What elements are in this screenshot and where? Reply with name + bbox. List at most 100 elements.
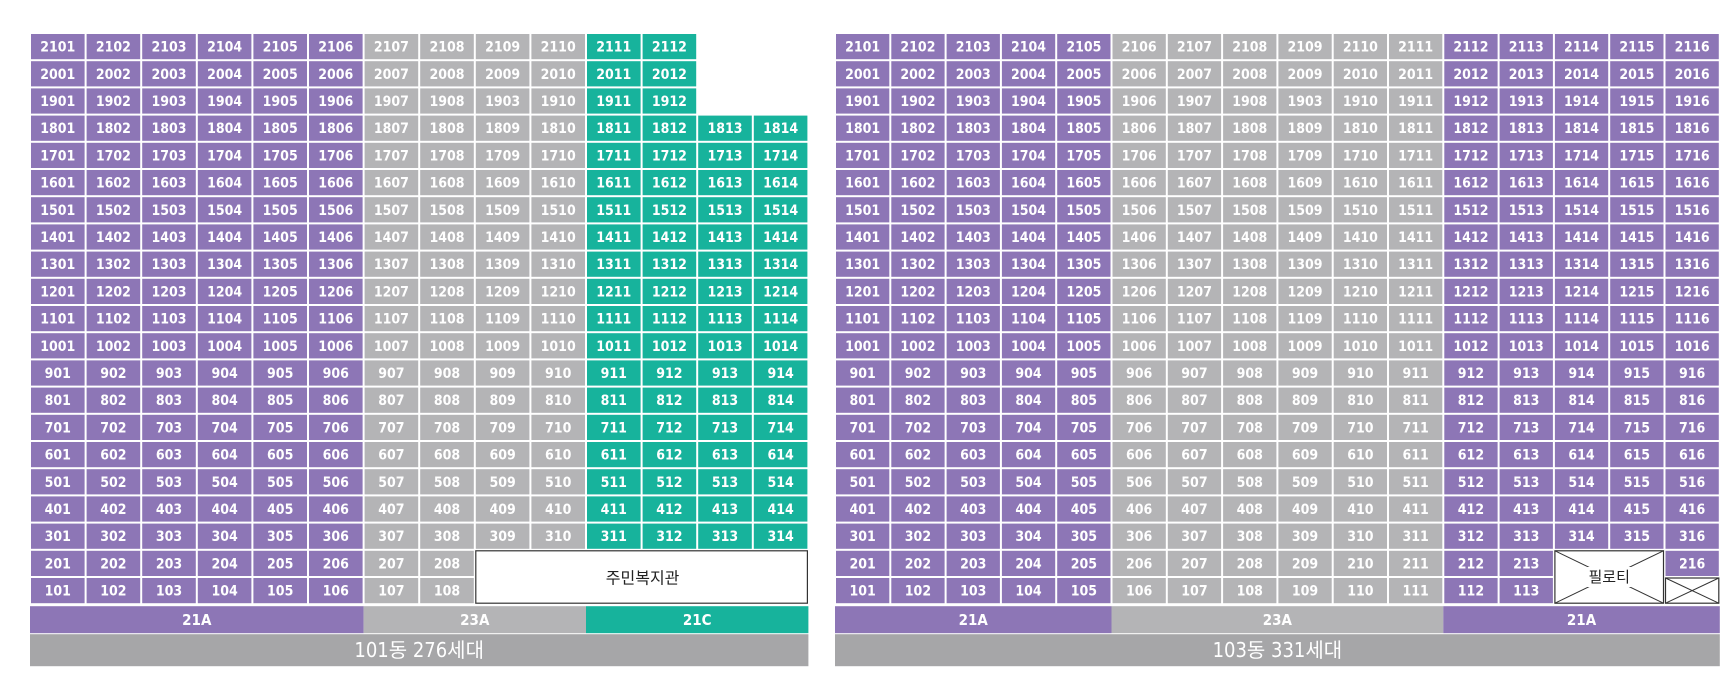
unit-cell [753,333,808,359]
unit-cell [1223,142,1277,168]
unit-label: 411 [1403,502,1429,518]
unit-label: 1603 [151,176,186,192]
unit-cell [1444,278,1498,304]
unit-label: 1710 [541,148,576,164]
unit-label: 2111 [1398,40,1433,56]
unit-cell [531,142,585,168]
unit-label: 2104 [1011,40,1046,56]
unit-cell [1001,333,1056,359]
unit-cell [1665,251,1719,277]
unit-label: 705 [267,420,293,436]
unit-label: 1611 [1398,176,1433,192]
unit-label: 1309 [485,257,520,273]
unit-label: 107 [1181,584,1207,600]
unit-label: 2006 [318,67,353,83]
unit-label: 1512 [1453,203,1488,219]
unit-label: 2004 [207,67,242,83]
unit-label: 1606 [318,176,353,192]
unit-label: 1613 [1509,176,1544,192]
unit-label: 1203 [151,284,186,300]
unit-label: 2116 [1675,40,1710,56]
unit-label: 1905 [263,94,298,110]
unit-label: 1202 [900,284,935,300]
unit-label: 1812 [652,121,687,137]
unit-cell [698,142,752,168]
unit-label: 613 [1513,448,1539,464]
unit-cell [197,88,252,114]
unit-label: 2011 [1398,67,1433,83]
unit-label: 1901 [845,94,880,110]
unit-cell [31,34,85,60]
unit-label: 403 [960,502,986,518]
unit-label: 306 [323,529,350,545]
unit-cell [142,170,196,196]
unit-cell [1167,197,1222,223]
unit-cell [309,61,363,87]
unit-cell [142,278,196,304]
unit-cell [197,34,252,60]
unit-label: 506 [1126,475,1153,491]
unit-cell [420,115,474,141]
unit-label: 1005 [263,339,298,355]
unit-label: 1910 [541,94,576,110]
unit-cell [1610,360,1664,386]
unit-label: 1410 [1343,230,1378,246]
unit-label: 801 [45,393,71,409]
unit-cell [475,387,530,413]
unit-cell [642,496,697,522]
unit-cell [309,224,363,250]
unit-cell [836,115,890,141]
unit-label: 101 [850,584,876,600]
unit-label: 1208 [1232,284,1267,300]
type-label: 21A [1567,611,1597,629]
unit-label: 1903 [151,94,186,110]
unit-label: 2003 [956,67,991,83]
unit-label: 1311 [596,257,631,273]
unit-label: 1003 [956,339,991,355]
unit-label: 2105 [1066,40,1101,56]
unit-cell [1499,360,1553,386]
unit-label: 1607 [374,176,409,192]
unit-cell [1112,115,1166,141]
unit-label: 1813 [1509,121,1544,137]
unit-cell [836,333,890,359]
unit-label: 1407 [1177,230,1212,246]
unit-label: 914 [1568,366,1595,382]
unit-cell [1665,387,1719,413]
unit-label: 1313 [1509,257,1544,273]
unit-label: 503 [156,475,182,491]
unit-label: 1302 [96,257,131,273]
unit-label: 1402 [900,230,935,246]
unit-label: 1608 [429,176,464,192]
unit-label: 706 [323,420,350,436]
unit-cell [197,550,252,576]
unit-label: 1614 [1564,176,1599,192]
unit-cell [891,142,945,168]
unit-label: 605 [1071,448,1097,464]
unit-cell [1001,496,1056,522]
unit-cell [1278,523,1332,549]
unit-label: 1507 [1177,203,1212,219]
unit-label: 1306 [1122,257,1157,273]
unit-label: 410 [1347,502,1374,518]
unit-label: 913 [712,366,738,382]
unit-label: 708 [434,420,460,436]
unit-cell [753,442,808,468]
unit-label: 1711 [1398,148,1433,164]
unit-cell [142,197,196,223]
unit-cell [1223,61,1277,87]
unit-label: 1110 [541,312,576,328]
unit-label: 510 [1347,475,1374,491]
unit-cell [197,278,252,304]
unit-label: 1101 [40,312,75,328]
unit-label: 1908 [1232,94,1267,110]
unit-label: 702 [905,420,931,436]
unit-label: 1902 [900,94,935,110]
unit-cell [364,170,419,196]
unit-cell [86,61,141,87]
unit-cell [753,278,808,304]
unit-label: 815 [1624,393,1650,409]
unit-label: 1813 [707,121,742,137]
unit-cell [197,333,252,359]
unit-cell [86,197,141,223]
